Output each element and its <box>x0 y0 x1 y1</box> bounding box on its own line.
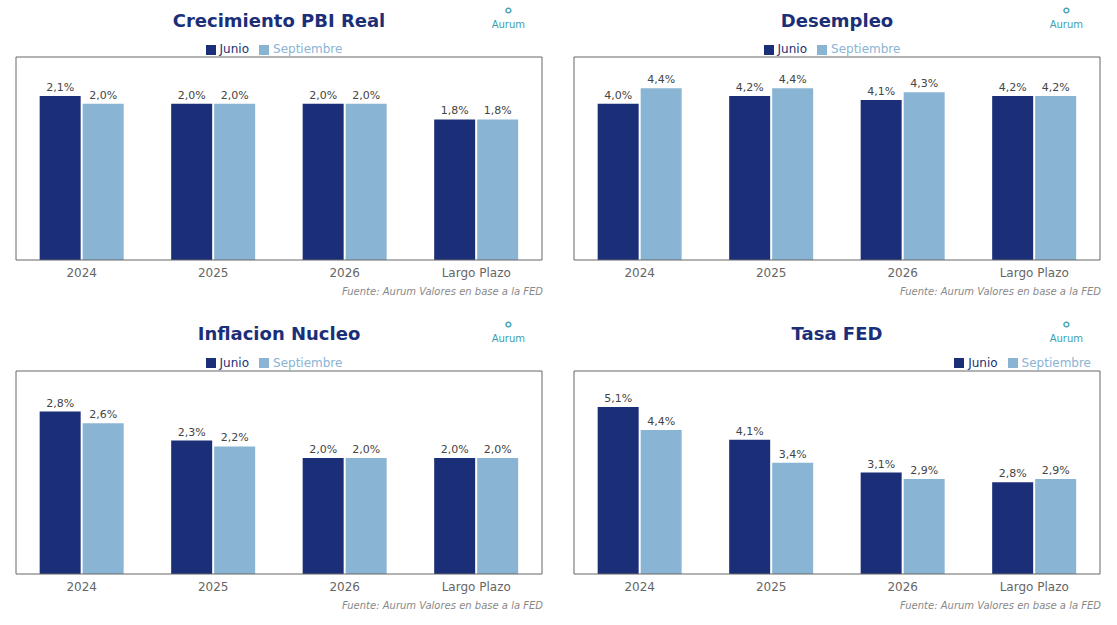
html-text:Aurum: Aurum <box>1049 19 1083 30</box>
svg-text:2,0%: 2,0% <box>178 89 206 102</box>
svg-text:2024: 2024 <box>66 579 97 593</box>
svg-text:2,0%: 2,0% <box>441 443 469 456</box>
svg-text:Largo Plazo: Largo Plazo <box>442 266 511 280</box>
svg-text:2025: 2025 <box>198 579 229 593</box>
svg-text:2026: 2026 <box>887 266 918 280</box>
svg-text:4,3%: 4,3% <box>910 77 938 90</box>
svg-text:2,1%: 2,1% <box>46 81 74 94</box>
svg-text:2024: 2024 <box>624 266 655 280</box>
svg-text:2025: 2025 <box>756 579 787 593</box>
html-text:Fuente: Aurum Valores en base: Fuente: Aurum Valores en base a la FED <box>341 286 543 297</box>
svg-text:3,4%: 3,4% <box>779 447 807 460</box>
html-text:Aurum: Aurum <box>491 332 525 344</box>
svg-text:2025: 2025 <box>198 266 229 280</box>
svg-text:1,8%: 1,8% <box>441 104 469 117</box>
svg-text:4,1%: 4,1% <box>867 85 895 98</box>
html-text:Desempleo: Desempleo <box>780 9 894 31</box>
svg-text:2,9%: 2,9% <box>1042 464 1070 477</box>
html-text:Fuente: Aurum Valores en base: Fuente: Aurum Valores en base a la FED <box>341 599 543 611</box>
svg-text:2,0%: 2,0% <box>484 443 512 456</box>
html-text:Tasa FED: Tasa FED <box>791 323 883 344</box>
svg-text:2024: 2024 <box>624 579 655 593</box>
svg-text:2025: 2025 <box>756 266 787 280</box>
html-text:Inflacion Nucleo: Inflacion Nucleo <box>197 323 361 344</box>
svg-text:4,4%: 4,4% <box>647 414 675 427</box>
svg-text:2,0%: 2,0% <box>352 89 380 102</box>
svg-text:4,1%: 4,1% <box>736 424 764 437</box>
html-text:Fuente: Aurum Valores en base: Fuente: Aurum Valores en base a la FED <box>899 599 1101 611</box>
html-text:Septiembre: Septiembre <box>1021 355 1091 370</box>
svg-text:4,4%: 4,4% <box>779 73 807 86</box>
svg-text:2026: 2026 <box>887 579 918 593</box>
svg-text:4,4%: 4,4% <box>647 73 675 86</box>
svg-text:4,2%: 4,2% <box>999 81 1027 94</box>
svg-text:1,8%: 1,8% <box>484 104 512 117</box>
svg-text:Largo Plazo: Largo Plazo <box>1000 266 1069 280</box>
html-text:Septiembre: Septiembre <box>831 42 901 56</box>
svg-text:5,1%: 5,1% <box>604 392 632 405</box>
svg-text:2,0%: 2,0% <box>352 443 380 456</box>
html-text:Fuente: Aurum Valores en base: Fuente: Aurum Valores en base a la FED <box>899 286 1101 297</box>
svg-text:4,2%: 4,2% <box>736 81 764 94</box>
svg-text:4,2%: 4,2% <box>1042 81 1070 94</box>
svg-text:2,6%: 2,6% <box>89 408 117 421</box>
svg-text:Largo Plazo: Largo Plazo <box>1000 579 1069 593</box>
svg-text:2,3%: 2,3% <box>178 425 206 438</box>
svg-text:Largo Plazo: Largo Plazo <box>442 579 511 593</box>
svg-text:2,0%: 2,0% <box>221 89 249 102</box>
svg-text:2,9%: 2,9% <box>910 464 938 477</box>
svg-text:2024: 2024 <box>66 266 97 280</box>
html-text:Crecimiento PBI Real: Crecimiento PBI Real <box>172 9 386 31</box>
svg-text:2026: 2026 <box>329 266 360 280</box>
html-text:Aurum: Aurum <box>491 19 525 30</box>
html-text:Junio: Junio <box>777 42 807 56</box>
html-text:Aurum: Aurum <box>1049 332 1083 344</box>
html-text:Junio: Junio <box>219 42 249 56</box>
svg-text:2,2%: 2,2% <box>221 431 249 444</box>
svg-text:4,0%: 4,0% <box>604 89 632 102</box>
html-text:Junio: Junio <box>968 355 998 370</box>
html-text:Septiembre: Septiembre <box>273 42 343 56</box>
svg-text:2,8%: 2,8% <box>46 396 74 409</box>
svg-text:3,1%: 3,1% <box>867 457 895 470</box>
svg-text:2,0%: 2,0% <box>89 89 117 102</box>
html-text:Septiembre: Septiembre <box>273 355 343 370</box>
svg-text:2,0%: 2,0% <box>309 443 337 456</box>
svg-text:2,0%: 2,0% <box>309 89 337 102</box>
html-text:Junio: Junio <box>219 355 249 370</box>
svg-text:2,8%: 2,8% <box>999 467 1027 480</box>
svg-text:2026: 2026 <box>329 579 360 593</box>
